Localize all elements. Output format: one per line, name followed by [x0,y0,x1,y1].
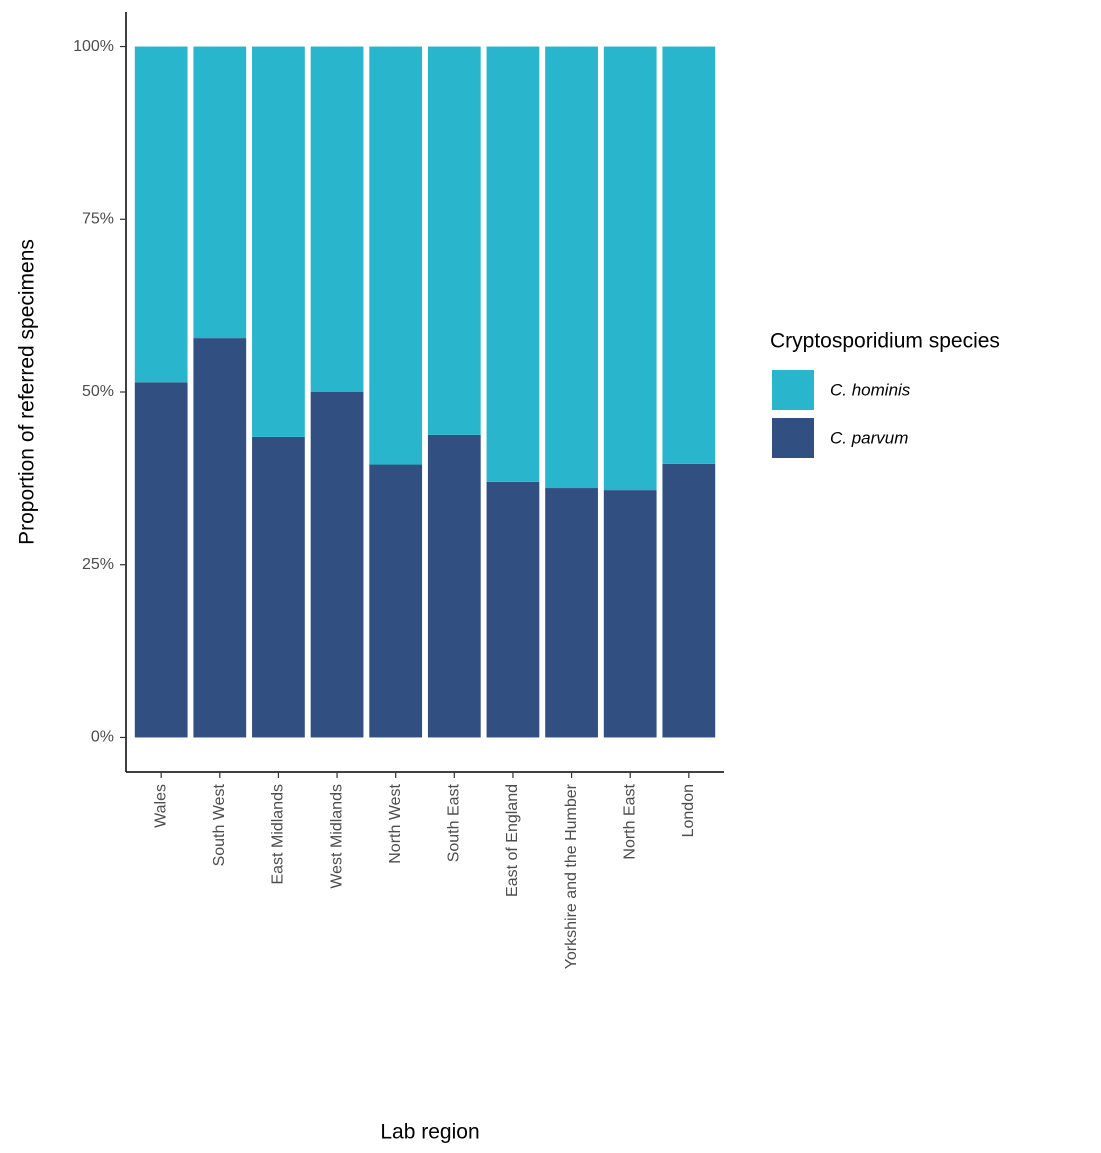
x-tick-label: North West [387,783,404,863]
x-tick-label: North East [621,783,638,859]
bar-segment [603,46,657,491]
bar-segment [662,46,716,464]
bar-segment [369,464,423,738]
x-tick-label: South East [446,783,463,862]
y-tick-label: 25% [82,556,114,573]
bar-segment [193,338,247,738]
x-tick-label: East of England [504,784,521,897]
bar-segment [310,46,364,392]
legend-title: Cryptosporidium species [770,330,1000,353]
x-tick-label: West Midlands [328,784,345,889]
x-tick-label: South West [211,783,228,866]
bar-segment [545,488,598,738]
x-tick-label: Yorkshire and the Humber [563,783,580,969]
bar-segment [427,434,481,738]
bar-segment [252,436,305,738]
bar-segment [427,46,481,435]
x-axis-title: Lab region [380,1121,479,1144]
x-tick-label: East Midlands [270,784,287,885]
x-tick-label: Wales [152,784,169,828]
y-tick-label: 0% [91,729,114,746]
bar-segment [486,481,540,738]
legend-key [772,370,814,410]
bar-segment [252,46,305,437]
y-tick-label: 50% [82,383,114,400]
y-axis-title: Proportion of referred specimens [16,239,39,545]
y-tick-label: 100% [73,38,114,55]
bar-segment [603,490,657,738]
bar-segment [545,46,598,489]
bar-segment [193,46,247,339]
bar-segment [662,463,716,738]
legend-key [772,418,814,458]
bar-segment [369,46,423,465]
y-tick-label: 75% [82,210,114,227]
bar-segment [486,46,540,482]
bar-segment [134,382,188,738]
x-tick-label: London [680,784,697,837]
bar-segment [310,392,364,738]
legend-label: C. parvum [830,428,908,447]
bar-segment [134,46,188,383]
legend-label: C. hominis [830,380,911,399]
